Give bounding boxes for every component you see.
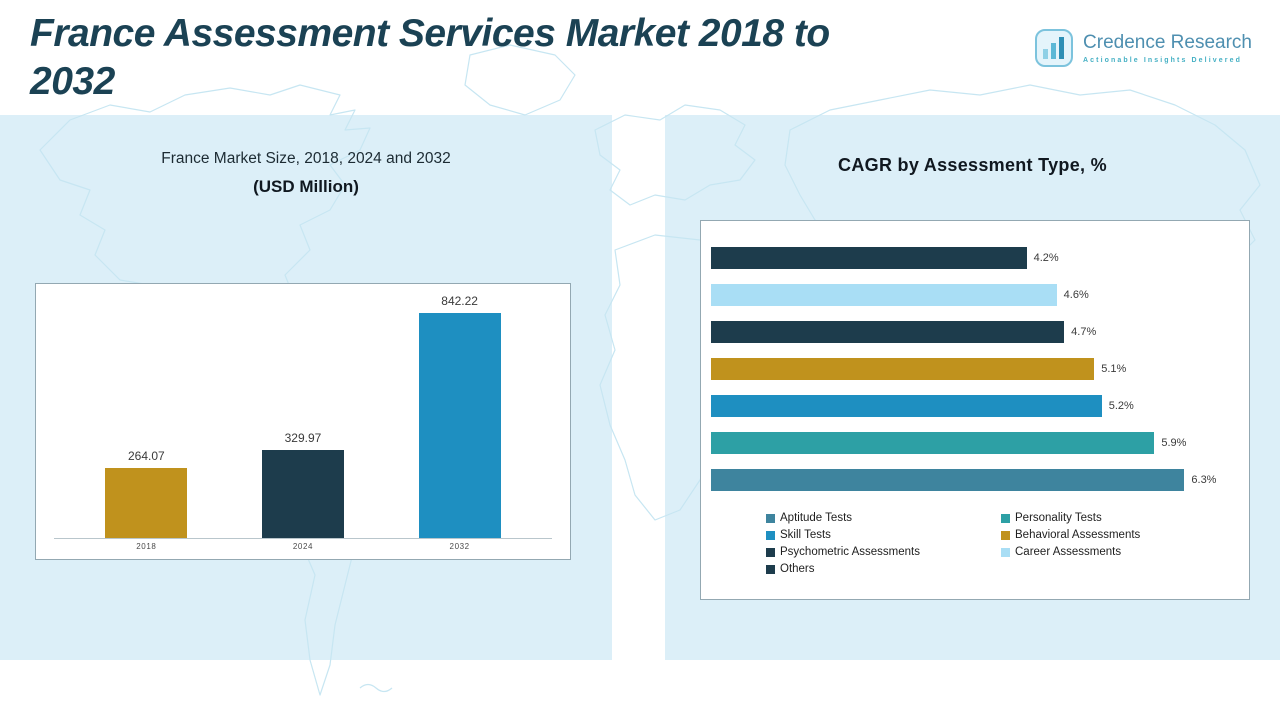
legend-label: Psychometric Assessments [780,546,920,558]
page-title: France Assessment Services Market 2018 t… [30,10,990,105]
legend-item: Aptitude Tests [766,512,1001,524]
legend-label: Behavioral Assessments [1015,529,1141,541]
bar [711,469,1185,491]
legend-swatch [1001,547,1010,557]
page-title-line1: France Assessment Services Market 2018 t… [30,12,830,55]
legend-swatch [1001,513,1010,523]
bar-column: 842.22 [418,294,501,538]
axis-category-label: 2024 [292,542,314,551]
bar [105,468,188,538]
bar-row: 4.7% [711,321,1237,343]
bar-value-label: 5.1% [1101,363,1127,375]
cagr-chart-title: CAGR by Assessment Type, % [838,155,1107,175]
bar [418,313,501,538]
legend-swatch [766,530,775,540]
bar-row: 5.2% [711,395,1237,417]
bar-row: 4.6% [711,284,1237,306]
bar [711,284,1057,306]
bar-row: 5.9% [711,432,1237,454]
legend-item: Others [766,563,1001,575]
legend-label: Others [780,563,815,575]
credence-logo: Credence Research Actionable Insights De… [1034,28,1252,68]
legend-swatch [766,513,775,523]
cagr-plot-area: 4.2% 4.6% 4.7% 5.1% 5.2% 5.9% 6.3% [711,247,1237,491]
market-size-title-line2: (USD Million) [253,177,359,196]
legend-item: Personality Tests [1001,512,1237,524]
bar-value-label: 4.7% [1071,326,1097,338]
cagr-legend: Aptitude Tests Personality Tests Skill Tes… [766,512,1237,575]
market-size-chart-title: France Market Size, 2018, 2024 and 2032 … [0,150,612,197]
axis-category-label: 2018 [136,542,157,551]
logo-tagline: Actionable Insights Delivered [1083,57,1242,64]
legend-swatch [766,564,775,574]
bar-column: 329.97 [261,431,344,538]
logo-bar-chart-icon [1035,29,1074,67]
legend-item: Psychometric Assessments [766,546,1001,558]
market-size-chart: 264.07 329.97 842.22 2018 2024 2032 [35,283,571,560]
bar-value-label: 5.9% [1161,437,1187,449]
legend-label: Personality Tests [1015,512,1102,524]
bar [711,358,1095,380]
market-size-plot-area: 264.07 329.97 842.22 [54,294,552,539]
page-title-line2: 2032 [30,59,115,103]
bar-value-label: 264.07 [127,449,165,463]
market-size-title-line1: France Market Size, 2018, 2024 and 2032 [161,150,451,167]
bar-column: 264.07 [105,449,188,538]
legend-label: Career Assessments [1015,546,1122,558]
legend-item: Skill Tests [766,529,1001,541]
bar-row: 5.1% [711,358,1237,380]
market-size-x-axis: 2018 2024 2032 [54,542,552,551]
legend-swatch [766,547,775,557]
bar-row: 6.3% [711,469,1237,491]
bar-value-label: 842.22 [441,294,478,308]
logo-name: Credence Research [1083,32,1252,53]
legend-item: Career Assessments [1001,546,1237,558]
bar-value-label: 4.6% [1063,289,1089,301]
legend-item: Behavioral Assessments [1001,529,1237,541]
bar-row: 4.2% [711,247,1237,269]
bar [711,247,1027,269]
bar-value-label: 5.2% [1108,400,1134,412]
bar [711,321,1065,343]
bar-value-label: 4.2% [1033,252,1059,264]
bar [711,432,1155,454]
bar-value-label: 6.3% [1191,474,1217,486]
legend-swatch [1001,530,1010,540]
cagr-chart: 4.2% 4.6% 4.7% 5.1% 5.2% 5.9% 6.3% Aptitude Te… [700,220,1250,600]
legend-label: Aptitude Tests [780,512,853,524]
axis-category-label: 2032 [449,542,470,551]
legend-label: Skill Tests [780,529,831,541]
logo-text: Credence Research Actionable Insights De… [1083,32,1252,64]
bar [261,450,344,538]
bar [711,395,1102,417]
bar-value-label: 329.97 [284,431,322,445]
